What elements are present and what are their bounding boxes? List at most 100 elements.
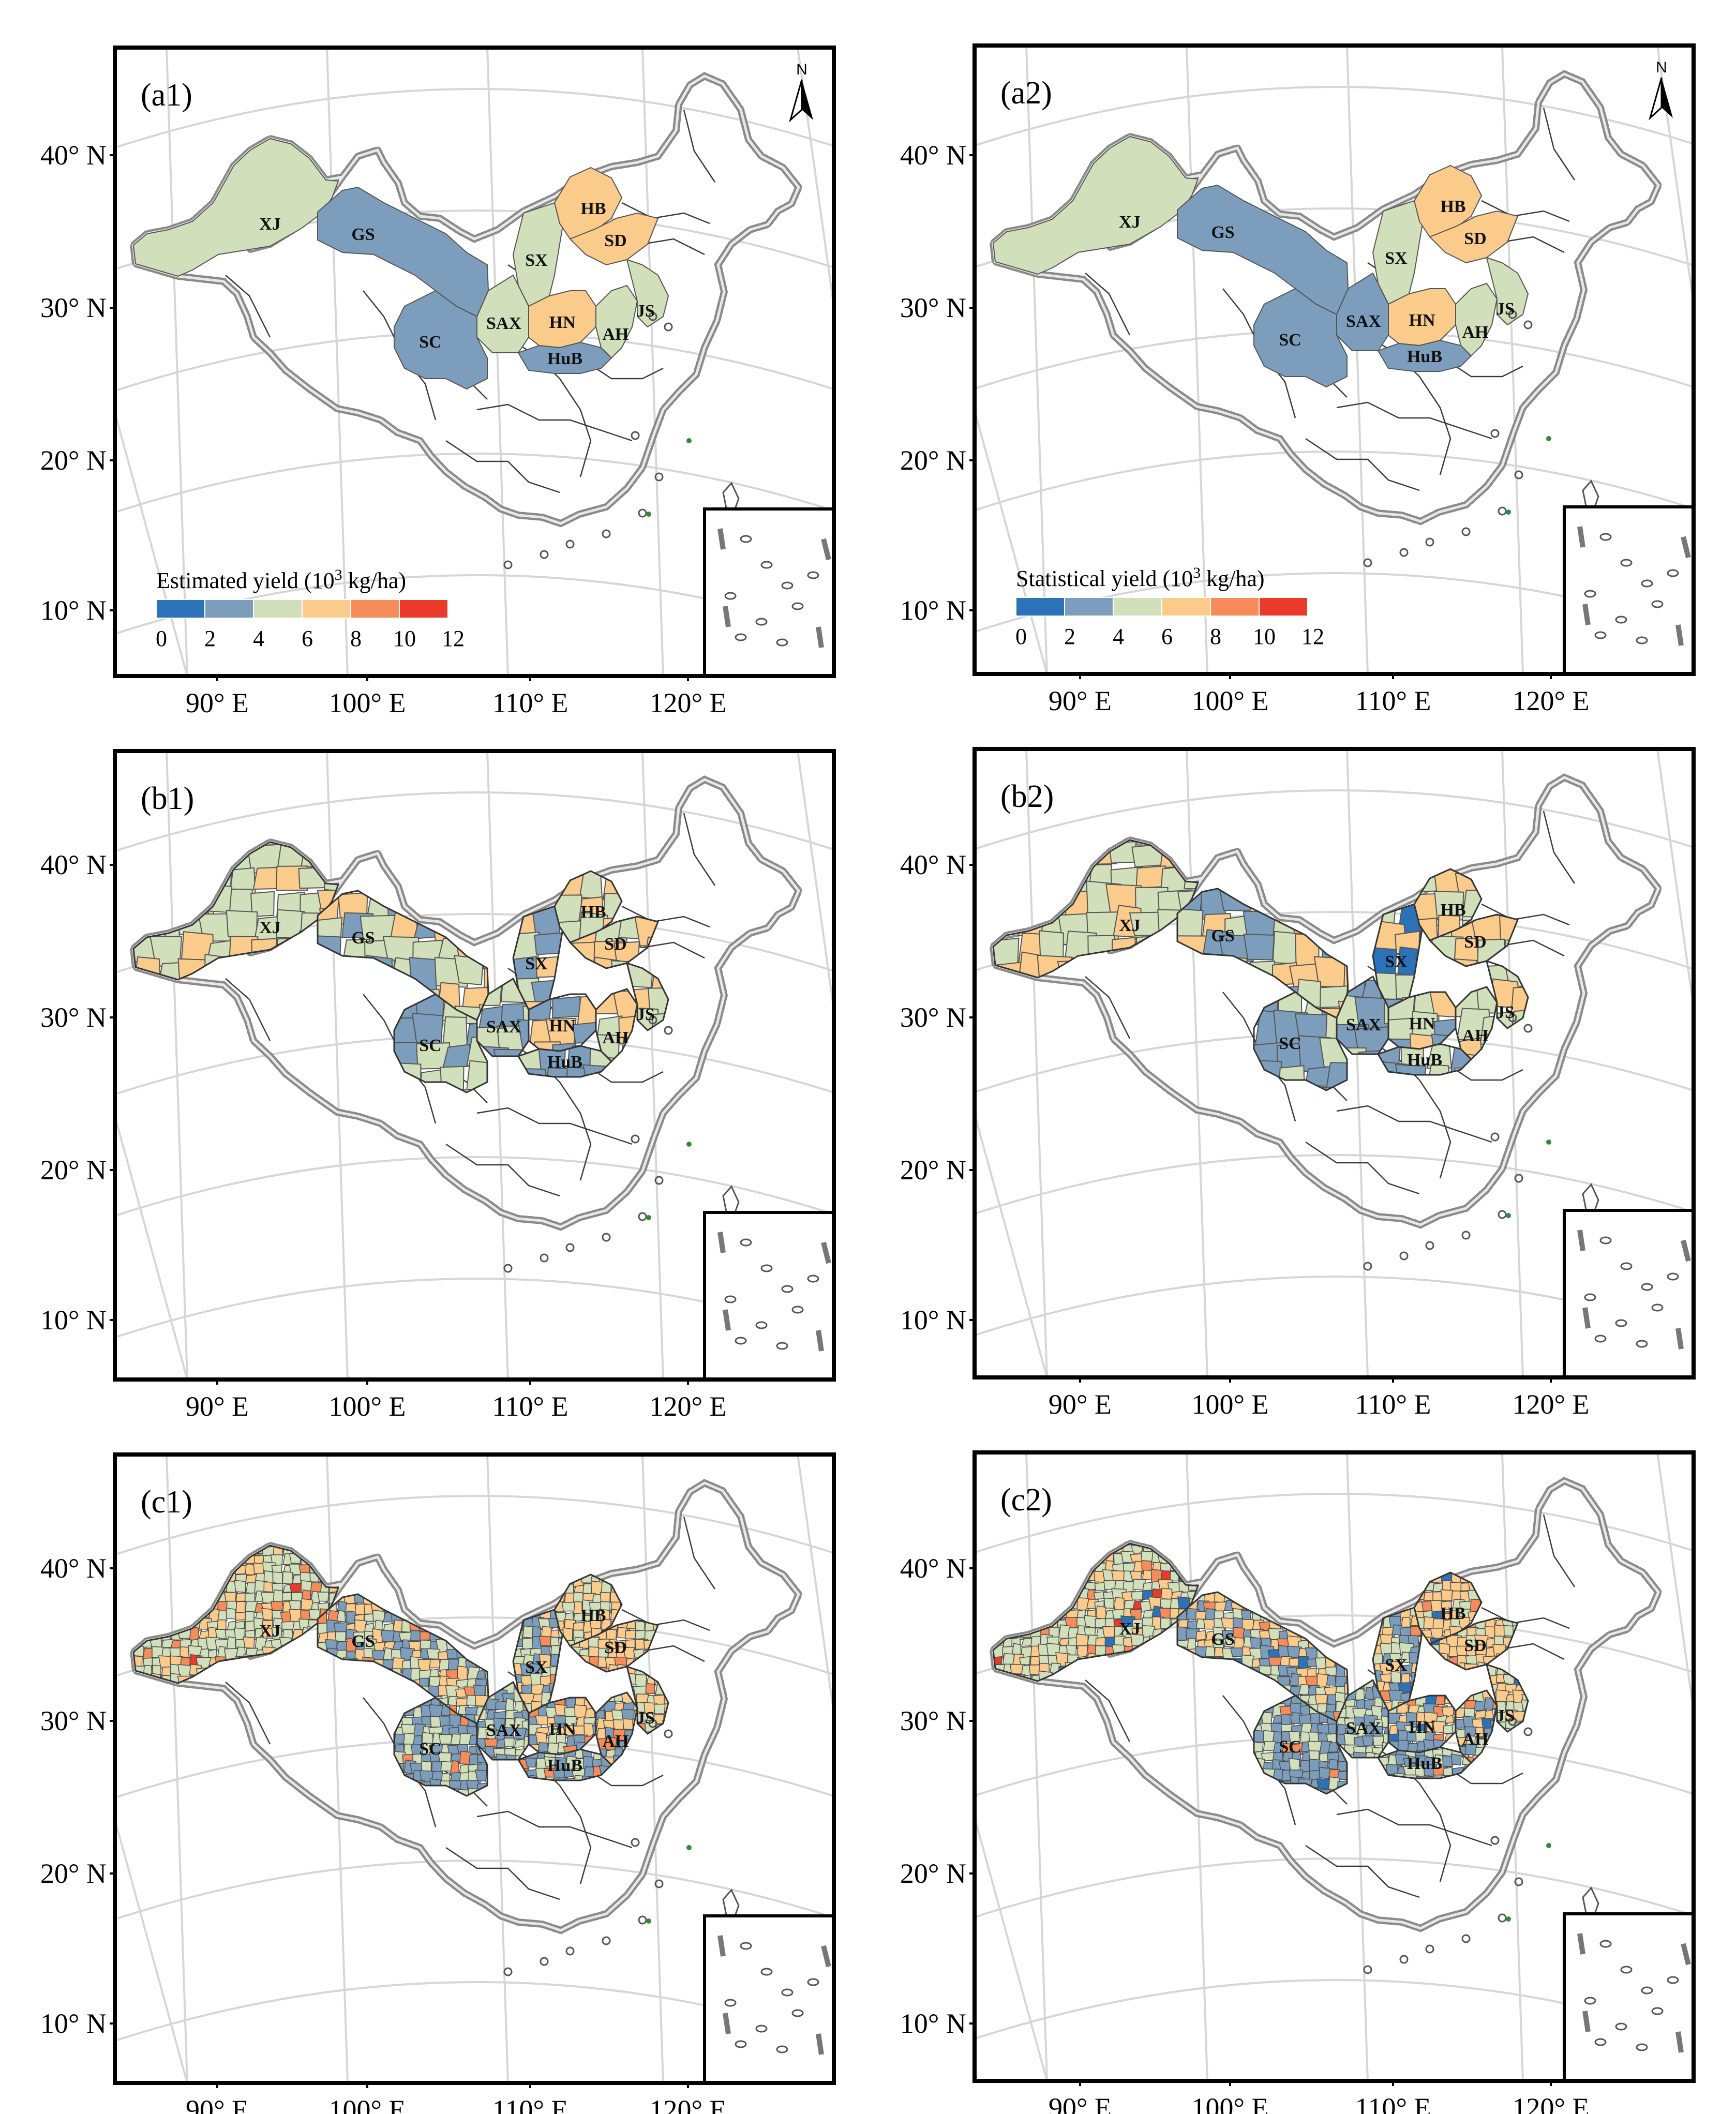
label-sc: SC	[419, 1036, 441, 1055]
label-sx: SX	[525, 1658, 548, 1677]
inset-island	[1636, 636, 1648, 644]
county-polygon	[301, 1645, 312, 1658]
island	[602, 1936, 611, 1945]
inset-island	[760, 561, 773, 569]
latitude-tick-label: 10° N	[900, 595, 966, 626]
county-polygon	[465, 1595, 477, 1609]
county-polygon	[310, 1666, 323, 1680]
county-polygon	[1037, 1553, 1050, 1567]
county-polygon	[1139, 1646, 1155, 1656]
prefecture-polygon	[1034, 840, 1072, 870]
county-polygon	[352, 1704, 368, 1719]
panel-label: (b1)	[141, 781, 194, 816]
county-polygon	[1039, 1598, 1050, 1613]
county-polygon	[1233, 1592, 1245, 1602]
inset-island	[1667, 1272, 1679, 1281]
county-polygon	[1300, 1788, 1313, 1794]
county-polygon	[622, 1757, 634, 1765]
county-polygon	[372, 1675, 387, 1690]
county-polygon	[133, 1555, 145, 1565]
county-polygon	[525, 1757, 537, 1768]
county-polygon	[1231, 1667, 1246, 1680]
county-polygon	[562, 1627, 573, 1643]
prefecture-polygon	[642, 936, 658, 968]
county-polygon	[245, 1564, 256, 1576]
SD-outline	[568, 1619, 660, 1673]
county-polygon	[1095, 1605, 1107, 1620]
prefecture-polygon	[1184, 952, 1198, 978]
county-polygon	[1430, 1656, 1442, 1669]
legend-swatch	[399, 599, 448, 619]
county-polygon	[466, 1612, 477, 1626]
county-polygon	[1195, 1713, 1209, 1721]
island	[602, 529, 611, 538]
legend-swatch	[253, 599, 303, 619]
county-polygon	[1160, 1633, 1173, 1646]
prefecture-polygon	[1177, 935, 1208, 967]
prefecture-polygon	[440, 1066, 465, 1091]
inset-island	[1641, 1986, 1653, 1995]
county-polygon	[1170, 1550, 1181, 1563]
island	[1508, 1717, 1517, 1726]
county-polygon	[1344, 1656, 1348, 1667]
county-polygon	[1290, 1789, 1300, 1794]
province-xj	[132, 138, 339, 277]
county-polygon	[245, 1663, 255, 1677]
south-china-sea-inset	[1563, 1209, 1695, 1379]
graticule-meridian	[1501, 1452, 1524, 2081]
graticule-meridian	[166, 48, 188, 676]
province-hb	[553, 167, 623, 240]
prefecture-polygon	[1395, 1064, 1427, 1075]
inset-frame	[703, 1914, 835, 2085]
county-polygon	[445, 1613, 461, 1626]
county-polygon	[253, 1657, 264, 1668]
prefecture-polygon	[1453, 958, 1478, 966]
county-polygon	[1048, 1543, 1061, 1555]
county-polygon	[1039, 1590, 1052, 1603]
legend-swatch	[156, 599, 205, 619]
latitude-tick-label: 30° N	[40, 1002, 107, 1033]
county-polygon	[559, 1663, 565, 1677]
county-polygon	[1316, 1778, 1330, 1790]
longitude-tick-label: 100° E	[1191, 685, 1268, 716]
county-polygon	[308, 1546, 323, 1556]
latitude-tick-label: 40° N	[40, 849, 107, 880]
inset-island	[791, 602, 804, 610]
county-polygon	[431, 1760, 443, 1774]
label-ah: AH	[603, 1028, 629, 1047]
county-polygon	[1203, 1691, 1218, 1704]
map-frame	[113, 46, 836, 678]
graticule-meridian	[1025, 1452, 1048, 2081]
inset-island	[791, 2009, 804, 2017]
map-svg-b2: 40° N 30° N 20° N 10° N 90° E 100° E 110° E 120…	[900, 747, 1696, 1420]
XJ-outline	[132, 841, 340, 981]
county-polygon	[535, 1715, 549, 1726]
island	[1425, 537, 1434, 547]
county-polygon	[1028, 1607, 1040, 1621]
county-polygon	[320, 1657, 333, 1670]
longitude-tick-label: 90° E	[186, 1391, 249, 1422]
map-area: XJ GS SX HB SD SAX HN SC HuB AH JS (b1)	[113, 749, 836, 1382]
legend-break-label: 8	[1210, 624, 1221, 649]
county-polygon	[394, 1789, 407, 1796]
county-polygon	[473, 1648, 488, 1661]
prefecture-polygon	[394, 1062, 422, 1092]
county-polygon	[1263, 1780, 1273, 1794]
county-polygon	[1018, 1551, 1031, 1565]
county-polygon	[619, 1593, 622, 1604]
label-gs: GS	[351, 1632, 375, 1651]
label-sax: SAX	[486, 1017, 521, 1037]
prefecture-polygon	[596, 1056, 619, 1061]
island	[565, 539, 575, 549]
label-js: JS	[1496, 299, 1515, 319]
inset-island	[1620, 1966, 1633, 1974]
legend-swatch	[1210, 597, 1260, 617]
map-frame	[113, 749, 836, 1382]
county-polygon	[326, 1697, 339, 1707]
taiwan-outline	[722, 482, 740, 515]
county-polygon	[1123, 1665, 1137, 1678]
province-xj	[992, 136, 1199, 275]
county-polygon	[391, 1678, 403, 1692]
county-polygon	[1195, 1701, 1207, 1713]
latitude-tick-label: 40° N	[40, 1553, 107, 1584]
